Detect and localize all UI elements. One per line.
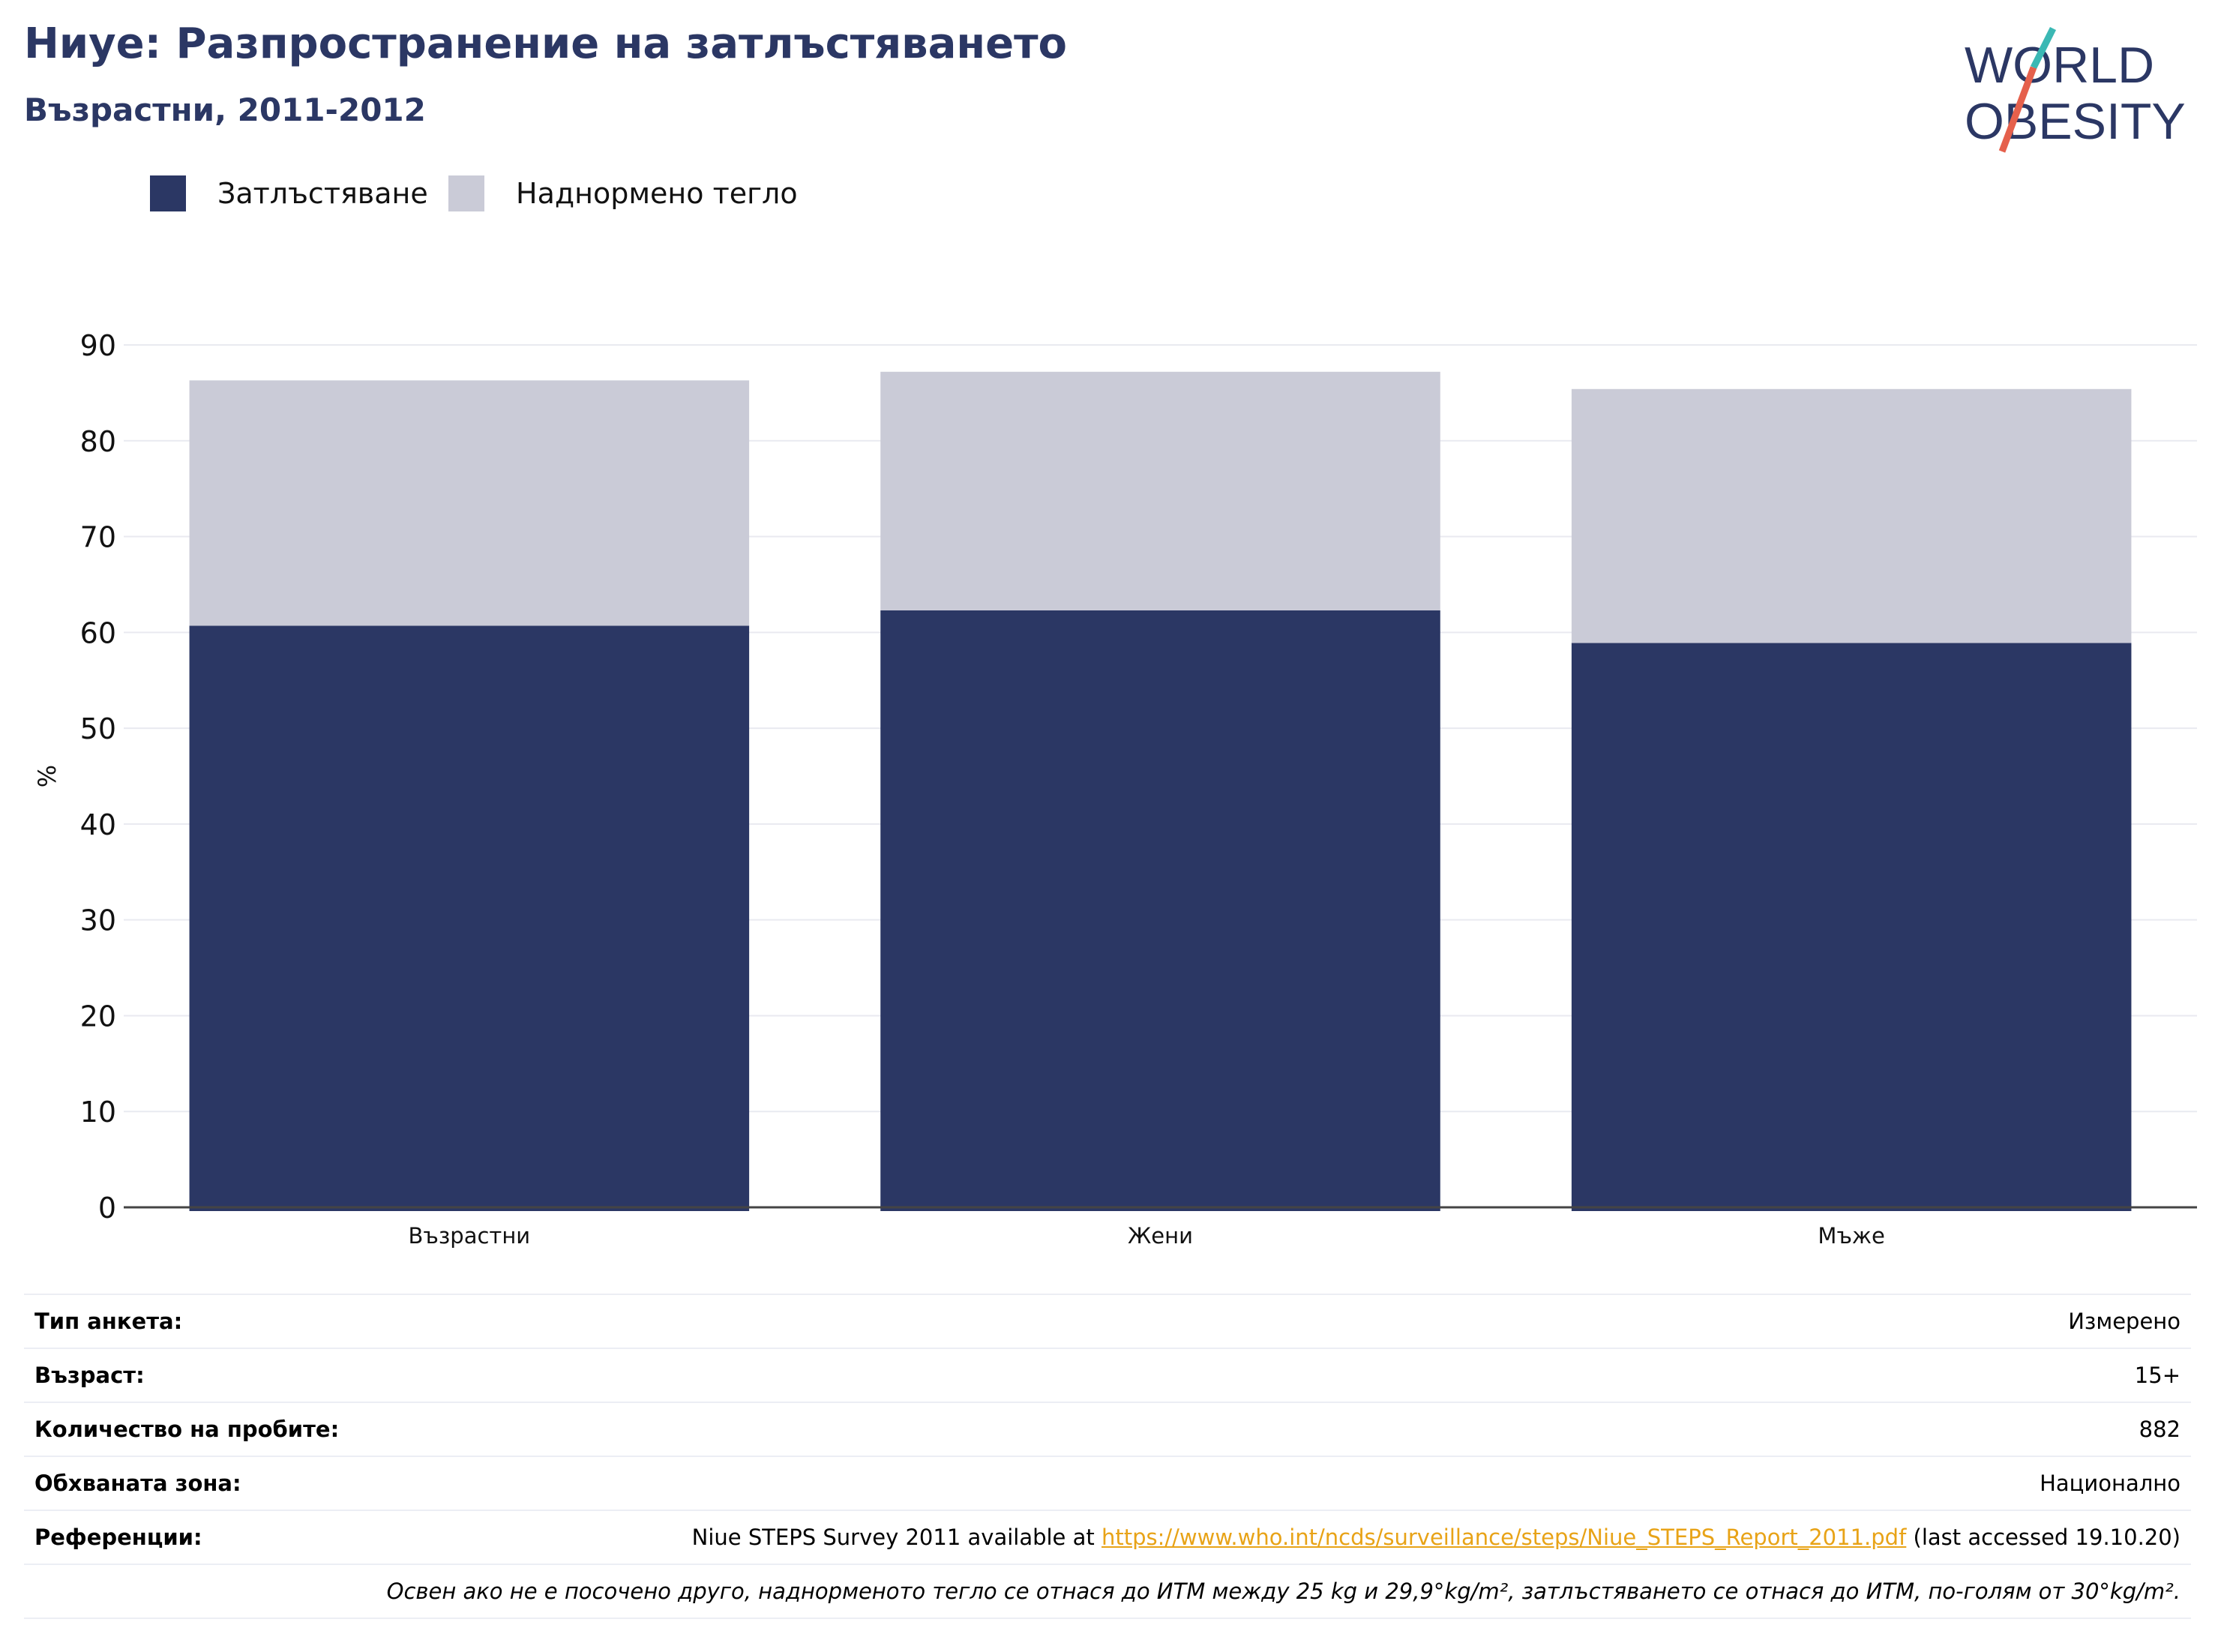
info-row-sample-size: Количество на пробите: 882 xyxy=(24,1402,2191,1456)
info-row-note: Освен ако не е посочено друго, наднормен… xyxy=(24,1564,2191,1619)
y-tick-label: 20 xyxy=(80,1000,116,1033)
bar-obesity-0 xyxy=(189,625,750,1211)
y-tick-label: 30 xyxy=(80,904,116,937)
world-obesity-logo: WORLD OBESITY xyxy=(1965,26,2186,153)
references-link[interactable]: https://www.who.int/ncds/surveillance/st… xyxy=(1101,1525,1907,1550)
bar-overweight-0 xyxy=(189,380,750,626)
y-tick-label: 40 xyxy=(80,808,116,841)
info-label: Тип анкета: xyxy=(34,1309,183,1334)
chart-subtitle: Възрастни, 2011-2012 xyxy=(24,91,426,128)
info-label: Референции: xyxy=(34,1525,202,1550)
x-tick-label: Мъже xyxy=(1818,1223,1884,1249)
bmi-definition-note: Освен ако не е посочено друго, наднормен… xyxy=(386,1579,2181,1604)
y-tick-label: 0 xyxy=(98,1192,116,1225)
logo-line1: WORLD xyxy=(1965,37,2154,94)
legend-label-obesity: Затлъстяване xyxy=(217,177,428,210)
info-row-age: Възраст: 15+ xyxy=(24,1348,2191,1402)
x-tick-label: Жени xyxy=(1128,1223,1193,1249)
y-tick-label: 80 xyxy=(80,425,116,458)
logo-accent-red xyxy=(1998,66,2037,153)
survey-info-table: Тип анкета: Измерено Възраст: 15+ Количе… xyxy=(24,1294,2191,1619)
legend-swatch-obesity xyxy=(150,175,186,211)
y-tick-label: 10 xyxy=(80,1096,116,1129)
y-tick-label: 50 xyxy=(80,712,116,745)
info-row-survey-type: Тип анкета: Измерено xyxy=(24,1294,2191,1348)
references-value: Niue STEPS Survey 2011 available at http… xyxy=(692,1525,2181,1550)
info-row-coverage: Обхваната зона: Национално xyxy=(24,1456,2191,1510)
info-value: Национално xyxy=(2040,1471,2181,1496)
bar-obesity-1 xyxy=(880,610,1440,1211)
chart-title: Ниуе: Разпространение на затлъстяването xyxy=(24,19,1068,68)
logo-accent-teal xyxy=(2030,26,2057,70)
info-value: 882 xyxy=(2139,1417,2181,1442)
logo-line2: OBESITY xyxy=(1965,93,2186,150)
references-prefix: Niue STEPS Survey 2011 available at xyxy=(691,1525,1102,1550)
info-label: Обхваната зона: xyxy=(34,1471,241,1496)
info-value: 15+ xyxy=(2134,1363,2181,1388)
stacked-bar-chart: 0 10 20 30 40 50 60 70 80 90% Възрастни Жени Мъже xyxy=(33,329,2197,1249)
references-suffix: (last accessed 19.10.20) xyxy=(1906,1525,2181,1550)
y-tick-label: 90 xyxy=(80,329,116,362)
info-label: Количество на пробите: xyxy=(34,1417,340,1442)
info-row-references: Референции: Niue STEPS Survey 2011 avail… xyxy=(24,1510,2191,1564)
legend-label-overweight: Наднормено тегло xyxy=(516,177,798,210)
y-tick-label: 70 xyxy=(80,521,116,554)
bar-overweight-2 xyxy=(1571,388,2132,643)
y-axis-label: % xyxy=(33,765,61,787)
legend-swatch-overweight xyxy=(448,175,484,211)
bar-obesity-2 xyxy=(1571,643,2132,1211)
info-value: Измерено xyxy=(2068,1309,2181,1334)
x-tick-label: Възрастни xyxy=(409,1223,531,1249)
y-tick-label: 60 xyxy=(80,616,116,649)
bar-overweight-1 xyxy=(880,371,1440,610)
info-label: Възраст: xyxy=(34,1363,145,1388)
